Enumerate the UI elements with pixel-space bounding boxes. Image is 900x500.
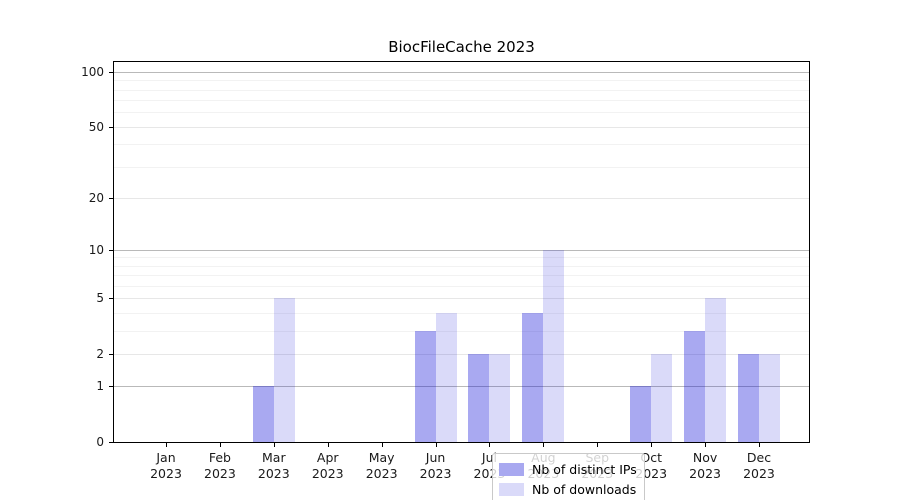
minor-gridline (114, 100, 809, 102)
y-tick-mark (109, 249, 113, 251)
x-tick-mark (435, 443, 437, 447)
x-tick-label-line: 2023 (257, 466, 290, 481)
minor-gridline (114, 112, 809, 114)
y-tick-mark (109, 298, 113, 300)
legend-item-downloads: Nb of downloads (499, 479, 637, 499)
bar-distinct-ips (522, 312, 544, 442)
x-tick-label: Nov 2023 (675, 450, 735, 482)
y-tick-label: 100 (81, 65, 104, 79)
minor-gridline (114, 166, 809, 168)
x-tick-mark (705, 443, 707, 447)
x-tick-label: Jun 2023 (406, 450, 466, 482)
x-tick-label-line: Jan (156, 450, 176, 465)
x-tick-mark (219, 443, 221, 447)
x-tick-label-line: 2023 (365, 466, 398, 481)
x-tick-label-line: 2023 (311, 466, 344, 481)
x-tick-label: Dec 2023 (729, 450, 789, 482)
x-tick-mark (381, 443, 383, 447)
x-tick-mark (543, 443, 545, 447)
x-tick-mark (597, 443, 599, 447)
y-tick-mark (109, 126, 113, 128)
x-tick-label-line: Jun (425, 450, 446, 465)
x-tick-label-line: 2023 (743, 466, 775, 481)
legend-label-distinct-ips: Nb of distinct IPs (532, 461, 637, 477)
x-tick-label-line: Apr (316, 450, 339, 465)
major-gridline (114, 298, 809, 300)
x-tick-label-line: Mar (262, 450, 286, 465)
bar-downloads (705, 298, 727, 442)
legend-swatch-distinct-ips (499, 462, 524, 476)
y-tick-label: 50 (88, 119, 104, 134)
bar-distinct-ips (684, 330, 706, 442)
major-gridline (114, 197, 809, 199)
minor-gridline (114, 285, 809, 287)
bar-downloads (651, 353, 673, 442)
major-gridline (114, 126, 809, 128)
y-tick-mark (109, 197, 113, 199)
y-tick-label: 10 (88, 242, 104, 257)
x-tick-label-line: Oct (640, 450, 662, 465)
minor-gridline (114, 89, 809, 91)
bar-distinct-ips (414, 330, 436, 442)
x-tick-label-line: Feb (208, 450, 231, 465)
bar-downloads (543, 249, 565, 442)
chart-title: BiocFileCache 2023 (388, 38, 535, 56)
bar-distinct-ips (468, 353, 490, 442)
x-tick-label-line: May (368, 450, 395, 465)
x-tick-mark (273, 443, 275, 447)
plot-area: Nb of distinct IPs Nb of downloads (113, 61, 810, 500)
x-tick-label: May 2023 (352, 450, 412, 482)
x-tick-label-line: 2023 (689, 466, 721, 481)
major-gridline (114, 249, 809, 251)
bar-distinct-ips (630, 386, 652, 442)
x-tick-label: Jan 2023 (136, 450, 196, 482)
y-tick-mark (109, 72, 113, 73)
x-tick-mark (651, 443, 653, 447)
x-tick-label-line: 2023 (419, 466, 452, 481)
x-tick-mark (327, 443, 329, 447)
minor-gridline (114, 312, 809, 314)
x-tick-label-line: Nov (692, 450, 718, 465)
y-tick-mark (109, 353, 113, 355)
minor-gridline (114, 265, 809, 267)
x-tick-mark (166, 443, 167, 447)
bar-downloads (273, 298, 295, 442)
y-tick-label: 0 (96, 435, 104, 449)
y-tick-label: 1 (96, 379, 104, 394)
bar-distinct-ips (737, 353, 759, 442)
x-tick-mark (489, 443, 491, 447)
legend-label-downloads: Nb of downloads (532, 481, 637, 497)
y-tick-mark (109, 442, 113, 443)
bar-downloads (489, 353, 511, 442)
y-tick-label: 2 (96, 346, 104, 361)
bar-distinct-ips (252, 386, 274, 442)
legend: Nb of distinct IPs Nb of downloads (492, 453, 645, 500)
minor-gridline (114, 330, 809, 332)
bar-downloads (758, 353, 780, 442)
major-gridline (114, 353, 809, 355)
y-tick-label: 5 (96, 291, 104, 306)
x-tick-mark (758, 443, 760, 447)
major-gridline (114, 386, 809, 388)
legend-swatch-downloads (499, 482, 524, 496)
y-tick-label: 20 (88, 190, 104, 205)
bar-downloads (435, 312, 457, 442)
x-tick-label-line: 2023 (150, 466, 182, 481)
major-gridline (114, 72, 809, 73)
x-tick-label-line: Dec (746, 450, 772, 465)
x-tick-label: Mar 2023 (244, 450, 304, 482)
legend-item-distinct-ips: Nb of distinct IPs (499, 459, 637, 479)
minor-gridline (114, 275, 809, 277)
y-tick-mark (109, 386, 113, 388)
minor-gridline (114, 257, 809, 259)
x-tick-label: Apr 2023 (298, 450, 358, 482)
x-tick-label-line: 2023 (204, 466, 236, 481)
minor-gridline (114, 144, 809, 146)
x-tick-label: Feb 2023 (190, 450, 250, 482)
minor-gridline (114, 80, 809, 82)
